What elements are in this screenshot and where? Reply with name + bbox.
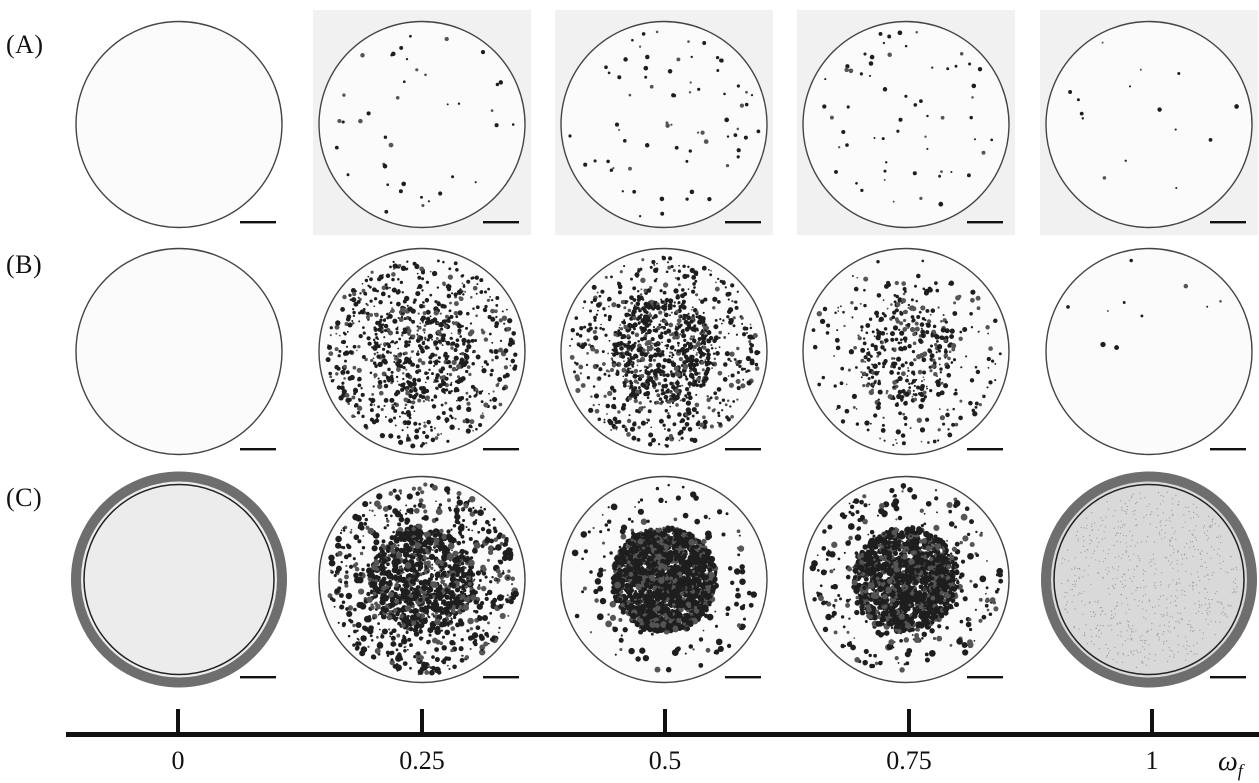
axis-tick — [907, 709, 911, 734]
droplet-micrograph — [555, 237, 773, 462]
tick-label: 0.75 — [886, 746, 932, 775]
scale-bar — [1210, 221, 1246, 224]
tick-label: 0.5 — [648, 746, 682, 775]
axis-line — [66, 732, 1259, 737]
droplet-micrograph — [797, 10, 1015, 235]
row-label-b: (B) — [6, 250, 43, 279]
scale-bar — [240, 676, 276, 679]
droplet-micrograph — [1040, 10, 1258, 235]
scale-bar — [240, 448, 276, 451]
droplet-micrograph — [70, 10, 288, 235]
axis-tick — [420, 709, 424, 734]
axis-variable-subscript: f — [1237, 760, 1243, 781]
row-label-a: (A) — [6, 30, 44, 59]
droplet-micrograph — [70, 237, 288, 462]
tick-label: 0.25 — [399, 746, 445, 775]
scale-bar — [967, 448, 1003, 451]
scale-bar — [240, 221, 276, 224]
scale-bar — [483, 221, 519, 224]
droplet-micrograph — [313, 237, 531, 462]
row-label-c: (C) — [6, 483, 43, 512]
droplet-micrograph — [1040, 237, 1258, 462]
axis-variable-label: ωf — [1218, 746, 1243, 782]
droplet-micrograph — [70, 465, 288, 690]
droplet-micrograph — [1040, 465, 1258, 690]
scale-bar — [483, 676, 519, 679]
droplet-micrograph — [313, 465, 531, 690]
axis-variable-symbol: ω — [1218, 746, 1238, 777]
scale-bar — [725, 676, 761, 679]
scale-bar — [725, 221, 761, 224]
scale-bar — [1210, 676, 1246, 679]
scale-bar — [725, 448, 761, 451]
droplet-micrograph — [555, 10, 773, 235]
scale-bar — [967, 221, 1003, 224]
axis-tick — [1150, 709, 1154, 734]
axis-tick — [663, 709, 667, 734]
tick-label: 0 — [171, 746, 185, 775]
droplet-micrograph — [797, 237, 1015, 462]
droplet-micrograph — [797, 465, 1015, 690]
scale-bar — [1210, 448, 1246, 451]
scale-bar — [483, 448, 519, 451]
droplet-micrograph — [555, 465, 773, 690]
scale-bar — [967, 676, 1003, 679]
tick-label: 1 — [1145, 746, 1159, 775]
axis-tick — [176, 709, 180, 734]
droplet-micrograph — [313, 10, 531, 235]
